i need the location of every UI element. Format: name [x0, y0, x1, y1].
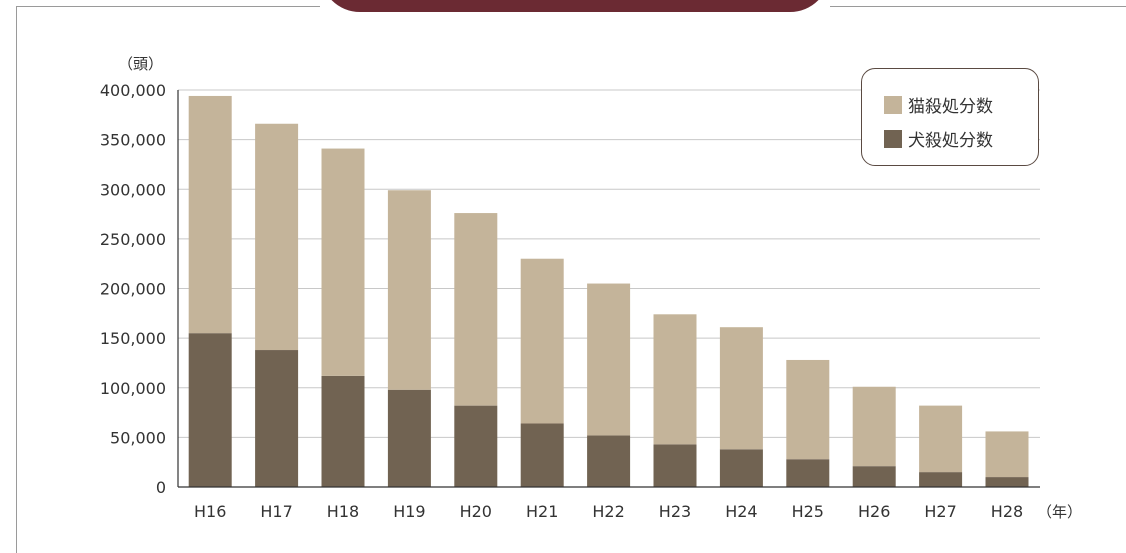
legend-label-cat: 猫殺処分数	[908, 97, 993, 117]
legend: 猫殺処分数 犬殺処分数	[861, 68, 1039, 166]
bar-cat-H20	[454, 213, 498, 406]
bar-cat-H21	[520, 258, 564, 424]
x-tick-label: H16	[194, 502, 226, 521]
y-tick-label: 300,000	[100, 180, 166, 199]
bar-dog-H25	[786, 459, 830, 487]
bars	[188, 95, 1029, 487]
y-tick-label: 350,000	[100, 131, 166, 150]
bar-cat-H18	[321, 148, 365, 376]
bar-dog-H16	[188, 333, 232, 487]
x-tick-label: H28	[991, 502, 1023, 521]
y-tick-label: 250,000	[100, 230, 166, 249]
y-tick-labels: 0 50,000 100,000 150,000 200,000 250,000 300,0…	[100, 81, 166, 497]
legend-item-dog: 犬殺処分数	[884, 126, 993, 151]
x-tick-labels: H16 H17 H18 H19 H20 H21 H22 H23 H24 H25 H26 H27 H28	[194, 502, 1023, 521]
x-tick-label: H25	[792, 502, 824, 521]
frame-border-top-left	[16, 6, 320, 7]
x-tick-label: H17	[260, 502, 292, 521]
bar-dog-H22	[587, 435, 631, 487]
frame-border-left	[16, 6, 17, 553]
bar-cat-H19	[387, 190, 431, 390]
x-tick-label: H20	[460, 502, 492, 521]
bar-dog-H18	[321, 375, 365, 487]
bar-cat-H17	[255, 123, 299, 351]
bar-dog-H26	[852, 466, 896, 487]
x-tick-label: H23	[659, 502, 691, 521]
x-tick-label: H19	[393, 502, 425, 521]
y-tick-label: 400,000	[100, 81, 166, 100]
x-tick-label: H18	[327, 502, 359, 521]
legend-label-dog: 犬殺処分数	[908, 131, 993, 151]
axes	[177, 90, 1040, 488]
bar-dog-H17	[255, 350, 299, 487]
bar-cat-H24	[719, 327, 763, 450]
x-axis-unit: （年）	[1037, 503, 1082, 521]
bar-dog-H28	[985, 477, 1029, 487]
bar-dog-H21	[520, 423, 564, 487]
y-tick-label: 150,000	[100, 329, 166, 348]
bar-dog-H24	[719, 449, 763, 487]
x-tick-label: H27	[924, 502, 956, 521]
bar-cat-H22	[587, 283, 631, 436]
y-tick-label: 0	[156, 478, 166, 497]
x-tick-label: H21	[526, 502, 558, 521]
title-tab	[320, 0, 830, 12]
bar-dog-H20	[454, 405, 498, 487]
y-tick-label: 50,000	[110, 428, 166, 447]
bar-dog-H23	[653, 444, 697, 487]
y-tick-label: 200,000	[100, 280, 166, 299]
bar-dog-H27	[919, 472, 963, 487]
y-tick-label: 100,000	[100, 379, 166, 398]
legend-swatch-cat	[884, 95, 902, 114]
bar-cat-H26	[852, 386, 896, 467]
bar-cat-H23	[653, 314, 697, 445]
legend-item-cat: 猫殺処分数	[884, 92, 993, 117]
bar-dog-H19	[387, 389, 431, 487]
bar-cat-H16	[188, 95, 232, 334]
bar-cat-H25	[786, 359, 830, 460]
x-tick-label: H22	[592, 502, 624, 521]
bar-cat-H27	[919, 405, 963, 473]
frame-border-top-right	[830, 6, 1126, 7]
x-tick-label: H24	[725, 502, 757, 521]
x-tick-label: H26	[858, 502, 890, 521]
legend-swatch-dog	[884, 129, 902, 148]
y-axis-unit: （頭）	[118, 55, 163, 73]
bar-cat-H28	[985, 431, 1029, 478]
